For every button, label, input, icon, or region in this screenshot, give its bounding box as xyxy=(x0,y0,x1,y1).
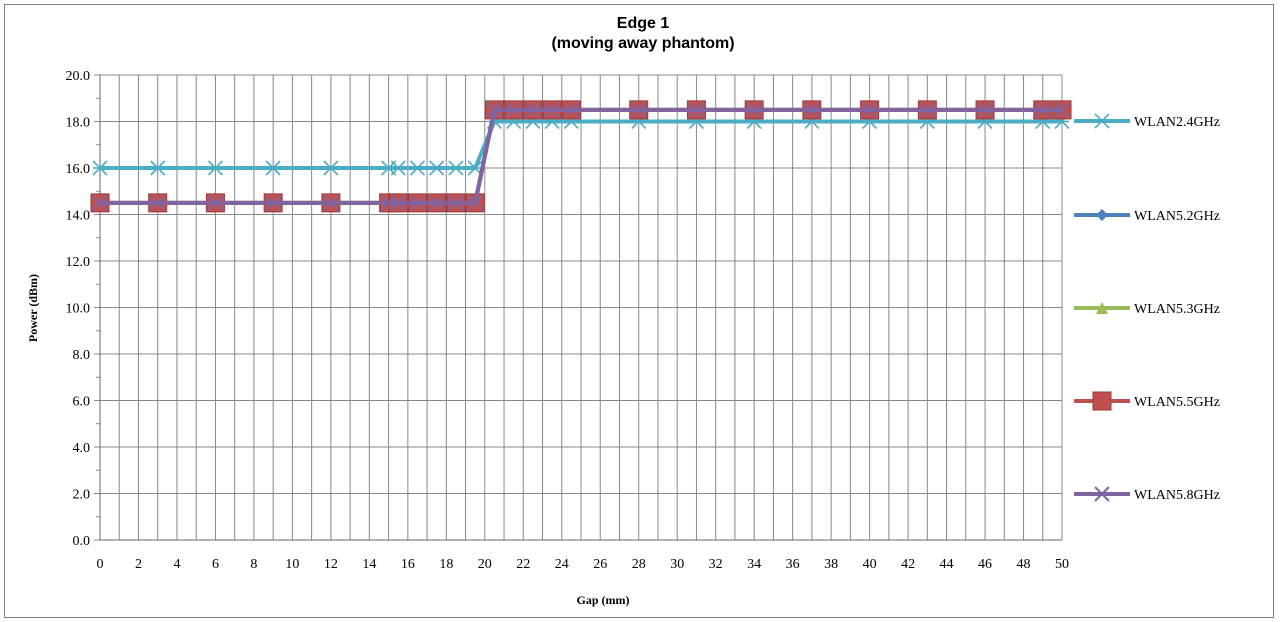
x-tick-label: 4 xyxy=(173,557,180,572)
x-tick-label: 14 xyxy=(362,557,376,572)
x-tick-label: 44 xyxy=(940,557,954,572)
data-point xyxy=(631,102,647,118)
grid xyxy=(94,74,1063,541)
y-tick-label: 10.0 xyxy=(66,302,91,317)
x-tick-label: 6 xyxy=(212,557,219,572)
legend-entry: WLAN5.2GHz xyxy=(1074,209,1220,224)
x-tick-label: 26 xyxy=(593,557,607,572)
x-tick-label: 10 xyxy=(285,557,299,572)
y-tick-label: 4.0 xyxy=(73,441,91,456)
legend-entry: WLAN5.5GHz xyxy=(1074,391,1220,411)
data-point xyxy=(486,102,503,118)
data-point xyxy=(448,195,464,211)
y-tick-label: 16.0 xyxy=(66,162,91,177)
x-tick-label: 18 xyxy=(439,557,453,572)
data-point xyxy=(544,102,560,118)
y-tick-label: 18.0 xyxy=(66,116,91,131)
y-tick-label: 20.0 xyxy=(66,69,91,84)
x-tick-label: 2 xyxy=(135,557,142,572)
data-point xyxy=(390,195,406,211)
data-point xyxy=(265,195,281,211)
tick-labels: 0.0 2.0 4.0 6.0 8.0 10.0 12.0 14.0 16.0 18.0 20.0 0… xyxy=(66,69,1070,572)
x-tick-label: 8 xyxy=(250,557,257,572)
x-tick-label: 48 xyxy=(1017,557,1031,572)
x-tick-label: 16 xyxy=(401,557,415,572)
x-tick-label: 12 xyxy=(324,557,338,572)
x-tick-label: 28 xyxy=(632,557,646,572)
data-point xyxy=(467,195,483,211)
x-tick-label: 22 xyxy=(516,557,530,572)
y-tick-label: 8.0 xyxy=(73,348,91,363)
legend-swatch-marker xyxy=(1094,486,1110,502)
data-point xyxy=(92,195,108,211)
data-point xyxy=(323,195,339,211)
x-axis-label: Gap (mm) xyxy=(577,593,630,607)
legend-label: WLAN5.5GHz xyxy=(1134,395,1220,410)
y-tick-label: 2.0 xyxy=(73,488,91,503)
x-tick-label: 30 xyxy=(670,557,684,572)
legend-entry: WLAN5.3GHz xyxy=(1074,302,1220,317)
data-point xyxy=(1035,102,1051,118)
series-wlan5-8ghz xyxy=(92,102,1070,211)
x-tick-label: 36 xyxy=(786,557,800,572)
y-tick-label: 6.0 xyxy=(73,395,91,410)
x-tick-label: 20 xyxy=(478,557,492,572)
x-tick-label: 0 xyxy=(97,557,104,572)
data-point xyxy=(563,102,580,118)
data-point xyxy=(919,102,936,118)
data-point xyxy=(150,195,166,211)
data-point xyxy=(207,195,224,211)
series-wlan2-4ghz xyxy=(92,113,1070,176)
legend-entry: WLAN2.4GHz xyxy=(1074,113,1220,130)
data-point xyxy=(861,102,878,118)
data-point xyxy=(977,102,993,118)
legend-label: WLAN5.8GHz xyxy=(1134,488,1220,503)
data-point xyxy=(688,102,705,118)
x-tick-label: 50 xyxy=(1055,557,1069,572)
data-point xyxy=(525,102,541,118)
chart-subtitle: (moving away phantom) xyxy=(551,35,734,52)
data-point xyxy=(746,102,762,118)
legend-entry: WLAN5.8GHz xyxy=(1074,486,1220,503)
x-tick-label: 24 xyxy=(555,557,569,572)
legend: WLAN2.4GHz WLAN5.2GHz WLAN5.3GHz WLAN5.5GHz… xyxy=(1074,113,1220,503)
data-point xyxy=(428,195,445,211)
legend-swatch-marker xyxy=(1096,209,1108,221)
y-tick-label: 14.0 xyxy=(66,209,91,224)
data-point xyxy=(804,102,820,118)
y-axis-label: Power (dBm) xyxy=(26,274,40,342)
legend-swatch-marker xyxy=(1096,302,1108,314)
chart-title: Edge 1 xyxy=(617,15,670,32)
legend-label: WLAN5.3GHz xyxy=(1134,302,1220,317)
x-tick-label: 32 xyxy=(709,557,723,572)
x-tick-label: 40 xyxy=(863,557,877,572)
x-tick-label: 42 xyxy=(901,557,915,572)
data-point xyxy=(409,195,426,211)
plot-area xyxy=(90,100,1072,213)
data-point xyxy=(505,102,522,118)
y-tick-label: 12.0 xyxy=(66,255,91,270)
x-tick-label: 34 xyxy=(747,557,761,572)
data-point xyxy=(1054,102,1070,118)
x-tick-label: 38 xyxy=(824,557,838,572)
x-tick-label: 46 xyxy=(978,557,992,572)
legend-label: WLAN5.2GHz xyxy=(1134,209,1220,224)
legend-swatch-marker xyxy=(1092,391,1112,411)
legend-label: WLAN2.4GHz xyxy=(1134,115,1220,130)
y-tick-label: 0.0 xyxy=(73,534,91,549)
